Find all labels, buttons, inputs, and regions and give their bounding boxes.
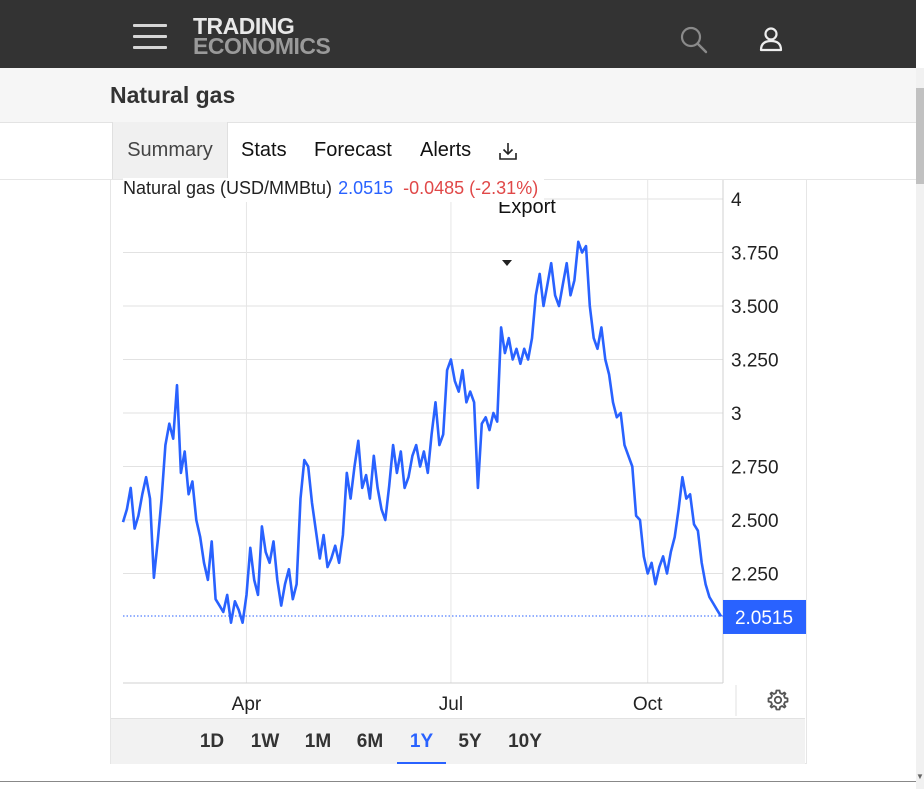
scroll-down-arrow-icon[interactable]: ▼ [916, 772, 924, 781]
range-1y-button[interactable]: 1Y [397, 719, 446, 764]
range-1w-button[interactable]: 1W [250, 731, 280, 752]
tab-forecast[interactable]: Forecast [314, 139, 392, 161]
trading-economics-logo[interactable]: TRADING ECONOMICS [193, 13, 331, 59]
y-tick-label: 4 [731, 190, 742, 211]
range-10y-button[interactable]: 10Y [508, 731, 542, 752]
range-1d-button[interactable]: 1D [199, 731, 225, 752]
tab-stats[interactable]: Stats [241, 139, 287, 161]
range-5y-button[interactable]: 5Y [458, 731, 482, 752]
scrollbar-thumb[interactable] [916, 88, 924, 184]
y-tick-label: 3.500 [731, 297, 779, 318]
x-tick-label: Oct [633, 694, 663, 715]
chart-container: 4 3.750 3.500 3.250 3 2.750 2.500 2.250 Apr Jul Oc… [110, 180, 807, 764]
legend-series-name: Natural gas (USD/MMBtu) [123, 178, 333, 198]
range-6m-button[interactable]: 6M [356, 731, 384, 752]
tab-alerts[interactable]: Alerts [420, 139, 472, 161]
hamburger-menu-icon[interactable] [133, 24, 167, 50]
tab-summary[interactable]: Summary [112, 122, 228, 179]
x-tick-label: Jul [439, 694, 463, 715]
y-tick-label: 3 [731, 404, 742, 425]
range-1m-button[interactable]: 1M [304, 731, 332, 752]
price-chart[interactable]: 4 3.750 3.500 3.250 3 2.750 2.500 2.250 Apr Jul Oc… [111, 180, 806, 718]
chart-legend: Natural gas (USD/MMBtu) 2.0515 -0.0485 (-2… [123, 178, 545, 202]
logo-line2: ECONOMICS [193, 33, 331, 59]
time-range-selector: 1D 1W 1M 6M 1Y 5Y 10Y [111, 718, 805, 764]
x-tick-label: Apr [232, 694, 262, 715]
y-tick-label: 2.750 [731, 458, 779, 479]
page-title: Natural gas [110, 82, 236, 108]
user-icon[interactable] [757, 25, 785, 53]
last-value-badge [723, 599, 806, 634]
chevron-down-icon [502, 259, 512, 266]
title-bar: Natural gas [0, 68, 916, 123]
y-tick-label: 2.500 [731, 511, 779, 532]
legend-change: -0.0485 (-2.31%) [403, 178, 539, 198]
gear-icon[interactable] [766, 688, 790, 712]
y-tick-label: 2.250 [731, 565, 779, 586]
export-dropdown[interactable]: Export [498, 122, 556, 266]
top-navigation-bar: TRADING ECONOMICS [0, 0, 916, 68]
last-value-label: 2.0515 [735, 608, 793, 629]
page-scrollbar[interactable]: ▼ [916, 68, 924, 789]
logo-line1: TRADING [193, 13, 295, 39]
download-icon [499, 142, 517, 160]
series-line [121, 240, 723, 624]
legend-value: 2.0515 [338, 178, 394, 198]
search-icon[interactable] [680, 26, 708, 54]
page-bottom-border [0, 781, 916, 782]
y-tick-label: 3.250 [731, 351, 779, 372]
y-tick-label: 3.750 [731, 244, 779, 265]
